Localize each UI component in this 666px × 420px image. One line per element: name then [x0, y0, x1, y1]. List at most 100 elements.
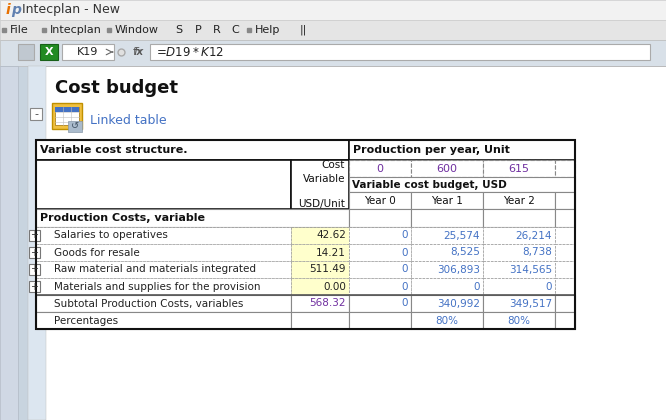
Bar	[349, 209, 411, 227]
Text: 8,525: 8,525	[450, 247, 480, 257]
Text: 0: 0	[402, 265, 408, 275]
Text: 568.32: 568.32	[310, 299, 346, 309]
Text: R: R	[213, 25, 220, 35]
Bar	[291, 278, 349, 295]
Text: Variable cost structure.: Variable cost structure.	[40, 145, 188, 155]
Bar	[555, 278, 575, 295]
Text: Production Costs, variable: Production Costs, variable	[40, 213, 205, 223]
Bar	[36, 278, 291, 295]
Text: P: P	[195, 25, 202, 35]
Text: 511.49: 511.49	[310, 265, 346, 275]
Text: +: +	[31, 247, 39, 257]
Bar	[349, 177, 575, 192]
Bar	[291, 295, 349, 312]
Bar	[483, 278, 555, 295]
Bar	[291, 160, 349, 209]
Bar	[555, 192, 575, 209]
Bar	[28, 66, 46, 420]
Text: 0: 0	[545, 281, 552, 291]
Text: i: i	[6, 3, 11, 17]
Text: Raw material and materials integrated: Raw material and materials integrated	[54, 265, 256, 275]
Bar	[0, 0, 666, 20]
Text: File: File	[10, 25, 29, 35]
Bar	[349, 227, 411, 244]
Text: Variable cost budget, USD: Variable cost budget, USD	[352, 179, 507, 189]
Text: 314,565: 314,565	[509, 265, 552, 275]
Bar	[411, 278, 483, 295]
Text: 0: 0	[376, 163, 384, 173]
Text: ↺: ↺	[71, 121, 79, 131]
Text: Intecplan: Intecplan	[50, 25, 102, 35]
Text: 0: 0	[402, 281, 408, 291]
Bar	[555, 227, 575, 244]
Bar	[36, 295, 291, 312]
Bar	[291, 244, 349, 261]
Bar	[411, 192, 483, 209]
Text: Year 0: Year 0	[364, 195, 396, 205]
Bar	[29, 247, 40, 258]
Text: Salaries to operatives: Salaries to operatives	[54, 231, 168, 241]
Text: Cost: Cost	[322, 160, 345, 170]
Text: 615: 615	[509, 163, 529, 173]
Bar	[483, 227, 555, 244]
Bar	[29, 230, 40, 241]
Bar	[483, 295, 555, 312]
Text: Linked table: Linked table	[90, 113, 166, 126]
Bar	[55, 107, 79, 112]
Bar	[483, 261, 555, 278]
Bar	[555, 160, 575, 177]
Bar	[411, 295, 483, 312]
Text: 25,574: 25,574	[444, 231, 480, 241]
Bar	[411, 244, 483, 261]
Bar	[291, 227, 349, 244]
Bar	[555, 312, 575, 329]
Bar	[483, 209, 555, 227]
Text: S: S	[175, 25, 182, 35]
Text: 0.00: 0.00	[323, 281, 346, 291]
Bar	[52, 103, 82, 129]
Bar	[349, 192, 411, 209]
Bar	[55, 107, 79, 125]
Bar	[0, 40, 666, 66]
Bar	[291, 312, 349, 329]
Text: 80%: 80%	[507, 315, 531, 326]
Text: Intecplan - New: Intecplan - New	[22, 3, 120, 16]
Text: Cost budget: Cost budget	[55, 79, 178, 97]
Bar	[36, 312, 291, 329]
Bar	[18, 44, 34, 60]
Text: +: +	[31, 265, 39, 275]
Text: Year 2: Year 2	[503, 195, 535, 205]
Bar	[411, 312, 483, 329]
Bar	[36, 244, 291, 261]
Text: USD/Unit: USD/Unit	[298, 199, 345, 209]
Text: 600: 600	[436, 163, 458, 173]
Text: Percentages: Percentages	[54, 315, 118, 326]
Text: 0: 0	[402, 231, 408, 241]
Text: Help: Help	[255, 25, 280, 35]
Text: Window: Window	[115, 25, 159, 35]
Bar	[555, 209, 575, 227]
Bar	[349, 244, 411, 261]
Text: Production per year, Unit: Production per year, Unit	[353, 145, 510, 155]
Text: +: +	[31, 281, 39, 291]
Bar	[28, 66, 666, 420]
Text: Subtotal Production Costs, variables: Subtotal Production Costs, variables	[54, 299, 243, 309]
Bar	[349, 140, 575, 160]
Bar	[36, 209, 349, 227]
Bar	[36, 140, 349, 160]
Bar	[483, 312, 555, 329]
Text: 0: 0	[402, 247, 408, 257]
Text: Year 1: Year 1	[431, 195, 463, 205]
Bar	[349, 278, 411, 295]
Text: C: C	[231, 25, 238, 35]
Bar	[291, 261, 349, 278]
Bar	[36, 227, 291, 244]
Bar	[555, 261, 575, 278]
Bar	[483, 160, 555, 177]
Bar	[349, 312, 411, 329]
Text: Materials and supplies for the provision: Materials and supplies for the provision	[54, 281, 260, 291]
Text: 14.21: 14.21	[316, 247, 346, 257]
Text: 340,992: 340,992	[437, 299, 480, 309]
Bar	[0, 66, 18, 420]
Text: p: p	[11, 3, 21, 17]
